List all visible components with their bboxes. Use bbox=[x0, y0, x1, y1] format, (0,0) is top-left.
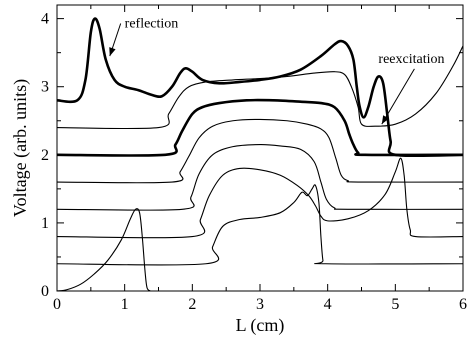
y-tick-label: 2 bbox=[41, 147, 49, 164]
series-line-5 bbox=[56, 144, 464, 211]
y-tick-label: 1 bbox=[41, 215, 49, 232]
series-line-1 bbox=[56, 17, 464, 158]
series-line-3 bbox=[56, 98, 464, 157]
y-axis-title: Voltage (arb. units) bbox=[10, 79, 31, 217]
y-tick-label: 4 bbox=[41, 11, 49, 28]
x-tick-label: 0 bbox=[53, 296, 61, 313]
x-tick-label: 2 bbox=[188, 296, 196, 313]
x-tick-label: 1 bbox=[121, 296, 129, 313]
x-tick-label: 5 bbox=[391, 296, 399, 313]
annotation-layer: reflection reexcitation bbox=[109, 16, 444, 125]
x-tick-label: 4 bbox=[324, 296, 332, 313]
annotation-arrow-2 bbox=[381, 68, 415, 125]
x-tick-label: 6 bbox=[459, 296, 467, 313]
annotation-arrowhead-2 bbox=[381, 115, 389, 125]
series-line-2 bbox=[56, 45, 464, 130]
y-tick-label: 3 bbox=[41, 79, 49, 96]
series-line-6 bbox=[56, 157, 464, 239]
series-layer bbox=[56, 17, 464, 292]
annotation-arrowhead-1 bbox=[109, 47, 116, 57]
x-axis-title: L (cm) bbox=[236, 315, 285, 336]
y-tick-label: 0 bbox=[41, 283, 49, 300]
x-tick-label: 3 bbox=[256, 296, 264, 313]
series-line-7 bbox=[56, 184, 464, 266]
annotation-1: reflection bbox=[125, 16, 179, 31]
annotation-2: reexcitation bbox=[378, 52, 444, 67]
series-line-4 bbox=[56, 118, 464, 184]
plot-frame bbox=[56, 4, 464, 292]
series-line-8 bbox=[56, 208, 151, 292]
